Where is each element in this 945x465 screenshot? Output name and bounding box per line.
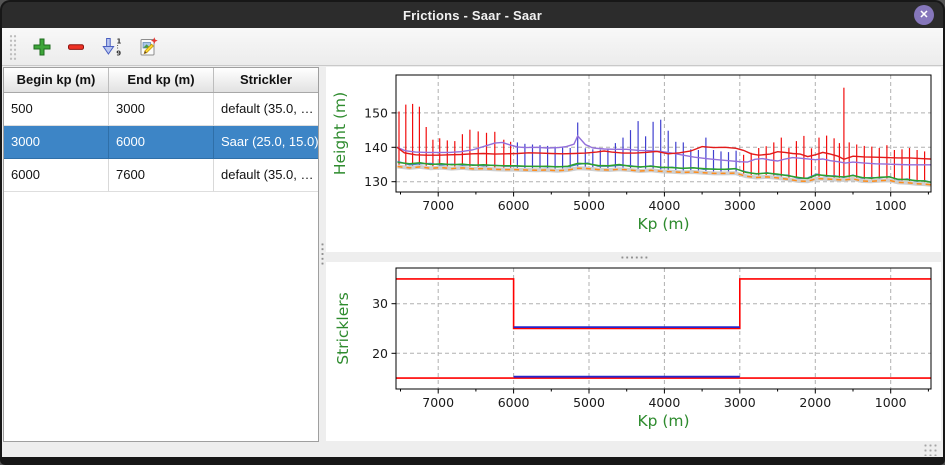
splitter-handle-dots	[619, 255, 648, 259]
height-profile-chart: 7000 6000 5000 4000 3000 2000 1000 130 140 150 Kp …	[331, 74, 932, 233]
vertical-splitter[interactable]	[319, 67, 326, 441]
svg-text:Stricklers: Stricklers	[334, 292, 352, 364]
cell-begin-kp[interactable]: 6000	[4, 159, 109, 192]
cell-strickler[interactable]: Saar (25.0, 15.0)	[214, 126, 318, 159]
sort-numeric-icon: 1 9	[102, 37, 122, 57]
svg-text:1000: 1000	[875, 395, 907, 410]
minus-icon	[68, 43, 84, 50]
cell-begin-kp[interactable]: 3000	[4, 126, 109, 159]
svg-text:130: 130	[364, 174, 388, 189]
stricklers-chart: 7000 6000 5000 4000 3000 2000 1000 20 30 Kp (m) St…	[334, 267, 932, 430]
table-row-selected[interactable]: 3000 6000 Saar (25.0, 15.0)	[4, 126, 318, 159]
cell-strickler[interactable]: default (35.0, …	[214, 93, 318, 126]
svg-text:20: 20	[372, 346, 388, 361]
stricklers-chart-panel: 7000 6000 5000 4000 3000 2000 1000 20 30 Kp (m) St…	[326, 262, 941, 441]
svg-text:30: 30	[372, 296, 388, 311]
close-button[interactable]: ✕	[914, 5, 934, 25]
window-title: Frictions - Saar - Saar	[403, 7, 542, 23]
svg-text:1000: 1000	[875, 198, 907, 213]
svg-text:6000: 6000	[498, 198, 530, 213]
edit-friction-icon	[140, 36, 158, 55]
svg-text:7000: 7000	[422, 198, 454, 213]
table-header: Begin kp (m) End kp (m) Strickler	[4, 68, 318, 93]
remove-friction-button[interactable]	[62, 33, 90, 61]
svg-text:Kp (m): Kp (m)	[637, 215, 689, 233]
svg-text:140: 140	[364, 140, 388, 155]
horizontal-splitter[interactable]	[326, 252, 941, 262]
svg-text:2000: 2000	[799, 198, 831, 213]
cell-end-kp[interactable]: 3000	[109, 93, 214, 126]
svg-text:1: 1	[117, 37, 122, 45]
cell-end-kp[interactable]: 6000	[109, 126, 214, 159]
svg-text:4000: 4000	[648, 198, 680, 213]
svg-text:7000: 7000	[422, 395, 454, 410]
column-header-end-kp[interactable]: End kp (m)	[109, 68, 214, 92]
column-header-begin-kp[interactable]: Begin kp (m)	[4, 68, 109, 92]
svg-text:9: 9	[116, 49, 121, 57]
cell-begin-kp[interactable]: 500	[4, 93, 109, 126]
plus-icon	[33, 38, 51, 55]
svg-text:150: 150	[364, 105, 388, 120]
frictions-table: Begin kp (m) End kp (m) Strickler 500 30…	[3, 67, 319, 442]
cell-end-kp[interactable]: 7600	[109, 159, 214, 192]
svg-text:Height (m): Height (m)	[331, 92, 349, 175]
edit-friction-button[interactable]	[134, 33, 162, 61]
height-profile-chart-panel: 7000 6000 5000 4000 3000 2000 1000 130 140 150 Kp …	[326, 67, 941, 252]
splitter-handle-dots	[321, 242, 324, 266]
column-header-strickler[interactable]: Strickler	[239, 72, 293, 87]
toolbar: 1 9	[2, 28, 943, 66]
window-resize-grip[interactable]	[923, 443, 939, 456]
svg-text:5000: 5000	[573, 198, 605, 213]
svg-text:4000: 4000	[648, 395, 680, 410]
add-friction-button[interactable]	[28, 33, 56, 61]
table-row[interactable]: 6000 7600 default (35.0, …	[4, 159, 318, 192]
svg-text:3000: 3000	[724, 395, 756, 410]
sort-frictions-button[interactable]: 1 9	[96, 33, 128, 61]
titlebar[interactable]: Frictions - Saar - Saar ✕	[2, 2, 943, 28]
svg-text:Kp (m): Kp (m)	[637, 412, 689, 430]
svg-text:6000: 6000	[498, 395, 530, 410]
table-row[interactable]: 500 3000 default (35.0, …	[4, 93, 318, 126]
svg-text:5000: 5000	[573, 395, 605, 410]
toolbar-drag-handle[interactable]	[9, 33, 17, 60]
svg-text:2000: 2000	[799, 395, 831, 410]
cell-strickler[interactable]: default (35.0, …	[214, 159, 318, 192]
svg-text:3000: 3000	[724, 198, 756, 213]
